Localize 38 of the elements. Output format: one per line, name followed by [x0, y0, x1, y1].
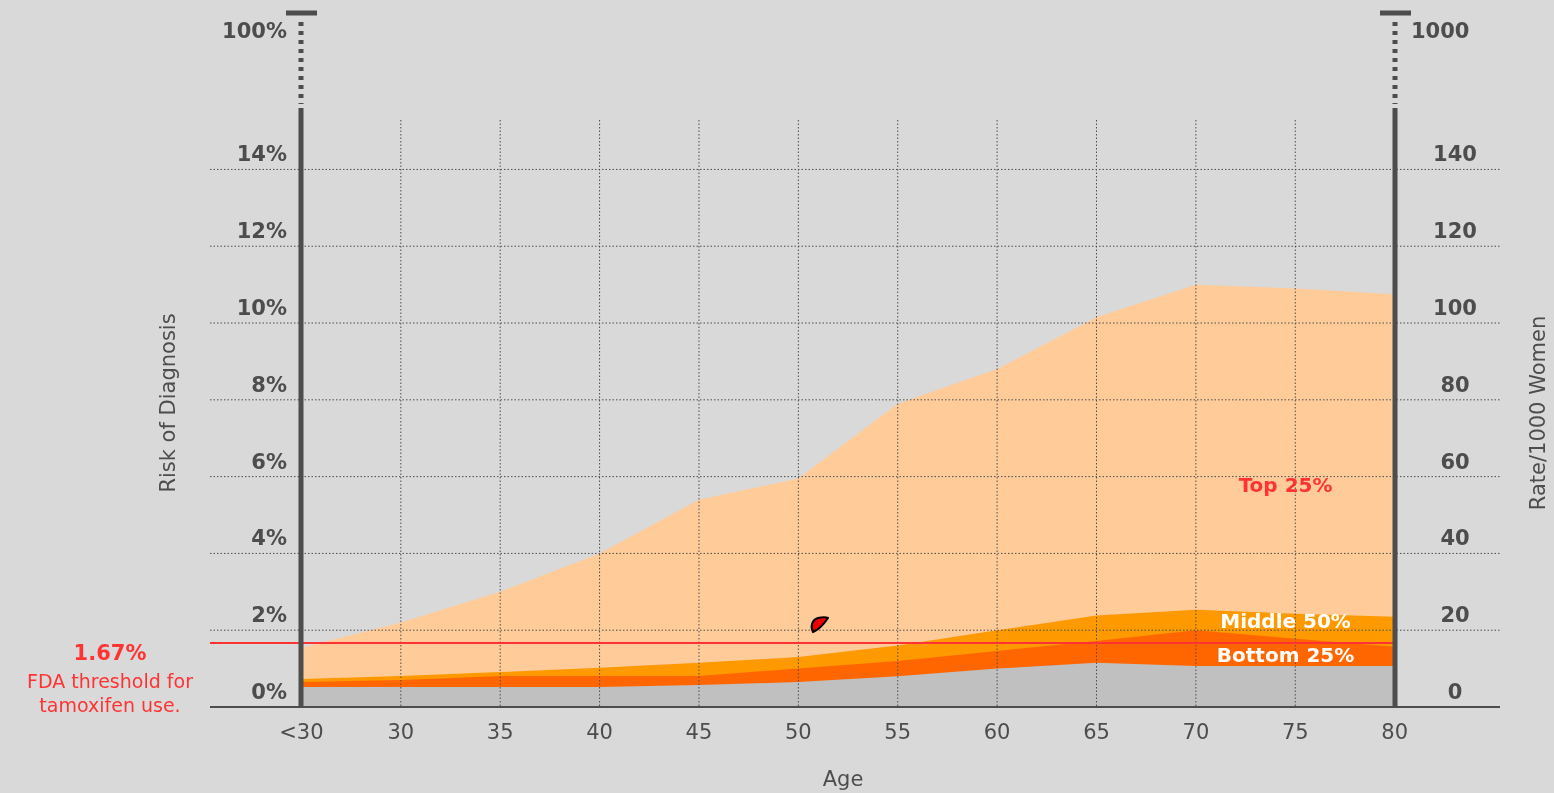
y-tick-label: 6% — [251, 449, 287, 474]
x-tick-label: 30 — [387, 720, 415, 744]
y-tick-label: 10% — [236, 296, 287, 321]
x-tick-label: 45 — [685, 720, 713, 744]
x-tick-label: 40 — [586, 720, 613, 744]
y-tick-label: 14% — [236, 142, 287, 167]
x-tick-label: <30 — [279, 720, 324, 744]
y-tick-label: 0% — [251, 680, 287, 704]
series-label: Middle 50% — [1220, 608, 1351, 633]
x-tick-label: 35 — [486, 720, 514, 744]
y2-tick-label: 80 — [1440, 372, 1470, 397]
x-tick-label: 55 — [884, 720, 912, 744]
ref-line-label: 1.67% — [73, 640, 147, 665]
series-label: Bottom 25% — [1216, 643, 1355, 668]
x-tick-label: 50 — [784, 720, 812, 744]
text: 1000 — [1411, 19, 1470, 43]
y-axis-title: Risk of Diagnosis — [156, 313, 180, 493]
series-label: Top 25% — [1238, 473, 1333, 498]
y2-tick-label: 140 — [1433, 142, 1477, 167]
y-tick-label: 12% — [236, 219, 287, 244]
x-axis-title: Age — [822, 767, 864, 791]
y2-tick-label: 120 — [1433, 219, 1477, 244]
y-tick-label: 2% — [251, 603, 287, 628]
text: 100% — [222, 19, 287, 43]
y-tick-label: 8% — [251, 372, 287, 397]
y2-tick-label: 20 — [1440, 603, 1470, 628]
x-tick-label: 65 — [1083, 720, 1110, 744]
text: FDA threshold for tamoxifen use. — [27, 669, 194, 716]
y2-tick-label: 100 — [1433, 296, 1477, 321]
y-tick-label: 4% — [251, 526, 287, 551]
y2-tick-label: 60 — [1440, 449, 1470, 474]
x-tick-label: 80 — [1381, 720, 1409, 744]
x-tick-label: 70 — [1182, 720, 1210, 744]
y2-axis-title: Rate/1000 Women — [1526, 315, 1550, 511]
x-tick-label: 60 — [983, 720, 1011, 744]
x-tick-label: 75 — [1281, 720, 1309, 744]
y2-tick-label: 40 — [1440, 526, 1470, 551]
y2-tick-label: 0 — [1447, 680, 1463, 704]
